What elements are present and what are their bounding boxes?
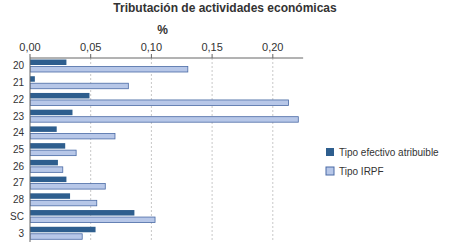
bar — [30, 217, 155, 223]
category-label: 21 — [13, 77, 25, 88]
legend-swatch — [326, 167, 334, 175]
category-label: 23 — [13, 111, 25, 122]
axis-line — [30, 58, 303, 59]
bar — [30, 117, 298, 123]
bar — [30, 83, 128, 89]
category-label: 24 — [13, 127, 25, 138]
category-label: 22 — [13, 94, 25, 105]
title: Tributación de actividades económicas — [113, 1, 337, 15]
tick-label: 0,00 — [19, 41, 40, 53]
axis-label: % — [157, 23, 168, 37]
axis-line — [30, 58, 31, 242]
bar — [30, 227, 96, 233]
category-label: 28 — [13, 194, 25, 205]
tick — [30, 54, 31, 58]
bars — [30, 60, 298, 240]
tick — [151, 54, 152, 58]
legend-label: Tipo IRPF — [339, 166, 384, 177]
legend-label: Tipo efectivo atribuible — [339, 147, 439, 158]
chart: Tributación de actividades económicas% 0,… — [0, 0, 450, 250]
tick — [272, 54, 273, 58]
category-label: 27 — [13, 177, 25, 188]
bar — [30, 67, 188, 73]
bar — [30, 200, 97, 206]
bar — [30, 150, 76, 156]
legend-swatch — [326, 148, 334, 156]
tick-label: 0,05 — [80, 41, 101, 53]
bar — [30, 193, 70, 199]
bar — [30, 126, 57, 132]
bar — [30, 100, 289, 106]
bar — [30, 234, 82, 240]
bar — [30, 184, 105, 190]
tick-label: 0,10 — [141, 41, 162, 53]
category-label: 26 — [13, 161, 25, 172]
grid-line — [212, 58, 213, 242]
tick-label: 0,20 — [262, 41, 283, 53]
grid-line — [151, 58, 152, 242]
grid-line — [272, 58, 273, 242]
tick — [212, 54, 213, 58]
category-label: 20 — [13, 60, 25, 71]
bar — [30, 143, 65, 149]
bar — [30, 210, 134, 216]
bar — [30, 177, 66, 183]
bar — [30, 167, 63, 173]
bar — [30, 160, 58, 166]
tick — [90, 54, 91, 58]
bar — [30, 110, 72, 116]
category-label: SC — [10, 211, 24, 222]
bar — [30, 93, 89, 99]
tick-label: 0,15 — [201, 41, 222, 53]
category-label: 25 — [13, 144, 25, 155]
category-label: 3 — [18, 228, 24, 239]
bar — [30, 133, 115, 139]
bar — [30, 76, 35, 82]
bar — [30, 60, 66, 66]
